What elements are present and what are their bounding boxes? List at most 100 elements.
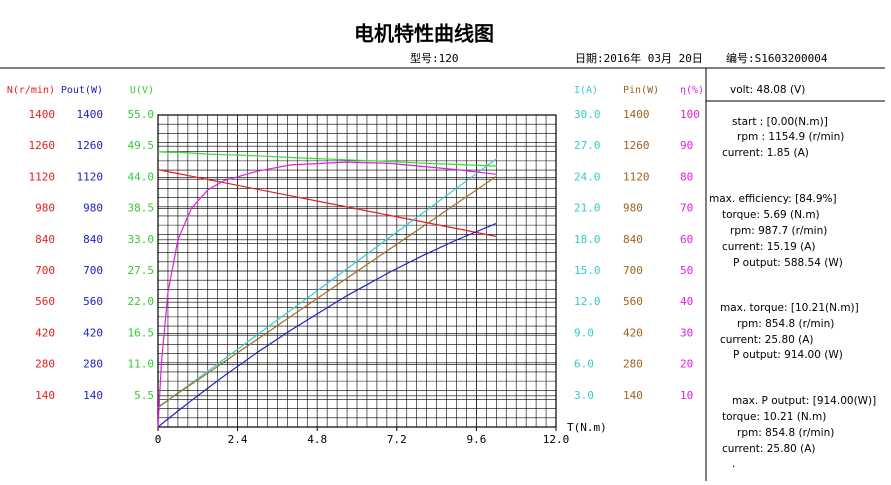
y-tick-label: 40 [680,295,693,308]
panel-line: max. P output: [914.00(W)] [732,395,876,407]
y-tick-label: 560 [623,295,643,308]
y-tick-label: 1260 [29,139,56,152]
y-tick-label: 44.0 [128,170,155,183]
y-tick-label: 280 [83,358,103,371]
panel-line: torque: 10.21 (N.m) [722,411,826,423]
panel-line: start : [0.00(N.m)] [732,116,828,128]
panel-line: rpm : 1154.9 (r/min) [737,131,844,143]
y-tick-label: 1400 [623,108,650,121]
axis-label: I(A) [574,85,598,96]
y-tick-label: 27.0 [574,139,601,152]
x-tick-label: 4.8 [307,433,327,446]
panel-line: current: 25.80 (A) [722,443,816,455]
axis-label: N(r/min) [7,85,55,96]
y-tick-label: 560 [83,295,103,308]
y-tick-label: 55.0 [128,108,155,121]
curve [157,222,497,428]
y-tick-label: 16.5 [128,326,155,339]
panel-line: rpm: 854.8 (r/min) [737,427,834,439]
y-tick-label: 22.0 [128,295,155,308]
x-tick-label: 12.0 [543,433,570,446]
panel-line: rpm: 854.8 (r/min) [737,318,834,330]
y-tick-label: 140 [623,389,643,402]
y-tick-label: 20 [680,358,693,371]
y-tick-label: 1260 [623,139,650,152]
y-tick-label: 6.0 [574,358,594,371]
date: 日期:2016年 03月 20日 [575,51,703,65]
panel-line: torque: 5.69 (N.m) [722,209,820,221]
y-tick-label: 12.0 [574,295,601,308]
panel-line: . [732,458,735,470]
curve [157,169,497,238]
serial: 编号:S1603200004 [726,51,828,65]
curve [157,161,497,428]
y-tick-label: 420 [35,326,55,339]
model: 型号:120 [410,51,459,65]
panel-line: rpm: 987.7 (r/min) [730,225,827,237]
y-tick-label: 1400 [77,108,104,121]
y-tick-label: 10 [680,389,693,402]
y-tick-label: 280 [623,358,643,371]
x-tick-label: 9.6 [466,433,486,446]
axis-label: Pout(W) [61,85,103,96]
curve [158,151,497,167]
y-tick-label: 60 [680,233,693,246]
panel-line: max. torque: [10.21(N.m)] [720,302,859,314]
panel-line: P output: 914.00 (W) [733,349,843,361]
chart-title: 电机特性曲线图 [354,22,494,46]
y-tick-label: 140 [83,389,103,402]
y-tick-label: 24.0 [574,170,601,183]
panel-line: current: 15.19 (A) [722,241,816,253]
y-tick-label: 840 [83,233,103,246]
y-tick-label: 3.0 [574,389,594,402]
y-tick-label: 33.0 [128,233,155,246]
panel-line: P output: 588.54 (W) [733,257,843,269]
y-tick-label: 980 [83,202,103,215]
axis-label: U(V) [130,85,154,96]
y-tick-label: 700 [623,264,643,277]
y-tick-label: 100 [680,108,700,121]
y-tick-label: 980 [623,202,643,215]
y-tick-label: 9.0 [574,326,594,339]
y-tick-label: 1400 [29,108,56,121]
y-tick-label: 840 [623,233,643,246]
y-tick-label: 30.0 [574,108,601,121]
y-tick-label: 38.5 [128,202,155,215]
x-tick-label: 2.4 [228,433,248,446]
y-tick-label: 1260 [77,139,104,152]
axis-label: Pin(W) [623,85,659,96]
panel-line: volt: 48.08 (V) [730,84,805,96]
x-tick-label: 7.2 [387,433,407,446]
y-tick-label: 560 [35,295,55,308]
y-tick-label: 420 [83,326,103,339]
axis-label: η(%) [680,85,704,96]
y-tick-label: 280 [35,358,55,371]
y-tick-label: 11.0 [128,358,155,371]
x-tick-label: 0 [155,433,162,446]
y-tick-label: 1120 [77,170,104,183]
y-tick-label: 27.5 [128,264,155,277]
y-tick-label: 5.5 [134,389,154,402]
y-tick-label: 80 [680,170,693,183]
y-tick-label: 1120 [623,170,650,183]
y-tick-label: 980 [35,202,55,215]
y-tick-label: 30 [680,326,693,339]
y-tick-label: 49.5 [128,139,155,152]
y-tick-label: 15.0 [574,264,601,277]
y-tick-label: 21.0 [574,202,601,215]
curve [157,175,497,408]
y-tick-label: 840 [35,233,55,246]
y-tick-label: 420 [623,326,643,339]
panel-line: current: 25.80 (A) [720,334,814,346]
y-tick-label: 1120 [29,170,56,183]
x-axis-label: T(N.m) [567,421,607,434]
y-tick-label: 700 [35,264,55,277]
y-tick-label: 90 [680,139,693,152]
y-tick-label: 700 [83,264,103,277]
y-tick-label: 140 [35,389,55,402]
y-tick-label: 70 [680,202,693,215]
y-tick-label: 18.0 [574,233,601,246]
panel-line: current: 1.85 (A) [722,147,809,159]
